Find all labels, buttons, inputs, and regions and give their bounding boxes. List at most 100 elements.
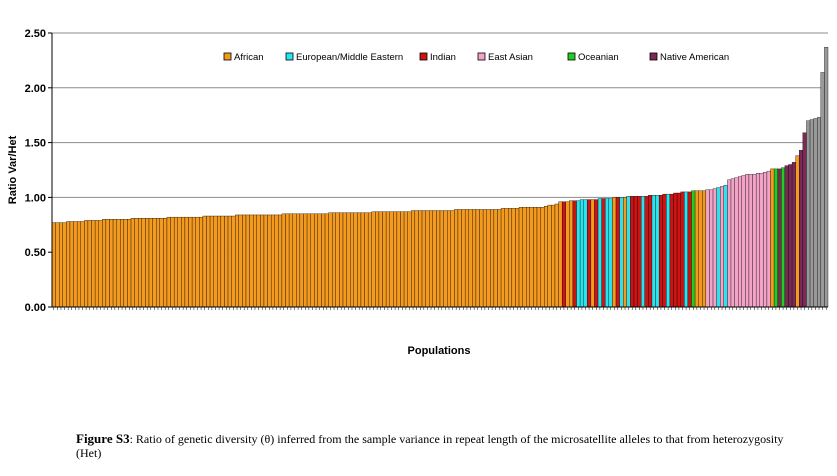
bar (224, 215, 229, 308)
bar (91, 220, 96, 308)
bar (781, 167, 786, 308)
bar (709, 189, 714, 308)
bar (156, 218, 160, 308)
bar (55, 222, 60, 308)
bar (630, 196, 635, 308)
bar (791, 162, 796, 308)
bar (738, 176, 742, 308)
bar (87, 220, 92, 308)
bar (274, 214, 279, 308)
y-tick-labels: 0.00 0.50 1.00 1.50 2.00 2.50 (25, 28, 52, 314)
bar (432, 210, 437, 308)
bar (357, 212, 362, 308)
bar (382, 211, 387, 308)
bar (281, 213, 286, 308)
bar (123, 219, 128, 308)
bar (540, 207, 545, 308)
bar (418, 210, 423, 308)
bar (199, 216, 204, 308)
bar (705, 189, 710, 308)
bar (565, 201, 570, 308)
bar (332, 212, 336, 308)
bar (493, 209, 498, 308)
bar (148, 218, 153, 308)
bar (691, 190, 696, 308)
bar (680, 191, 685, 308)
bar (170, 216, 175, 308)
bar (533, 207, 538, 308)
bar (346, 212, 351, 308)
bar (554, 203, 559, 308)
bar (73, 221, 78, 308)
bar (817, 117, 821, 308)
bar (195, 216, 200, 308)
legend-label: African (234, 52, 264, 63)
bar (296, 213, 301, 308)
bar (202, 215, 207, 308)
bar (367, 212, 372, 308)
bar (702, 190, 707, 308)
bar (601, 198, 606, 308)
bar (755, 173, 760, 308)
bar (278, 214, 283, 308)
bar (799, 150, 804, 308)
bar (206, 215, 211, 308)
bar (260, 214, 265, 308)
bar (285, 213, 290, 308)
bar (687, 191, 692, 308)
y-axis-label: Ratio Var/Het (7, 135, 19, 204)
bar (152, 218, 157, 308)
bar (242, 214, 247, 308)
legend-swatch (477, 52, 486, 61)
bar (163, 218, 168, 308)
bar (712, 188, 717, 308)
bar (497, 209, 502, 308)
bar (590, 199, 595, 308)
y-tick-label: 0.00 (25, 302, 46, 314)
bar (727, 179, 732, 308)
bar (120, 219, 125, 308)
bar (479, 209, 484, 308)
bar (317, 213, 322, 308)
bar (522, 207, 527, 308)
bar (429, 210, 433, 308)
bar (310, 213, 315, 308)
bar (267, 214, 272, 308)
bar (615, 197, 620, 308)
bar (809, 119, 814, 308)
bar (748, 174, 753, 308)
legend-swatch (567, 52, 576, 61)
bar (770, 168, 775, 308)
x-tick-marks (53, 307, 827, 310)
bar (561, 201, 566, 308)
figure-caption: Figure S3: Ratio of genetic diversity (θ… (76, 431, 796, 461)
bar (583, 199, 588, 308)
bar (393, 211, 398, 308)
bar (213, 215, 218, 308)
bar (784, 165, 789, 308)
bar (342, 212, 347, 308)
bar (94, 220, 99, 308)
legend-label: East Asian (488, 52, 533, 63)
bar (181, 216, 186, 308)
x-axis-label: Populations (408, 345, 471, 357)
bar (526, 207, 530, 308)
legend-swatch (285, 52, 294, 61)
bar (676, 192, 681, 308)
bar (303, 213, 308, 308)
bar (658, 195, 663, 308)
bar (777, 168, 782, 308)
bar (116, 219, 121, 308)
bar (720, 186, 724, 308)
bar (177, 216, 182, 308)
bar (339, 212, 344, 308)
caption-label: Figure S3 (76, 431, 130, 446)
y-tick-label: 2.50 (25, 28, 46, 40)
bar (662, 193, 667, 308)
bar (411, 210, 416, 308)
bar (270, 214, 275, 308)
bar (84, 220, 89, 308)
legend-label: Oceanian (578, 52, 619, 63)
bar (350, 212, 354, 308)
legend-swatch (223, 52, 232, 61)
